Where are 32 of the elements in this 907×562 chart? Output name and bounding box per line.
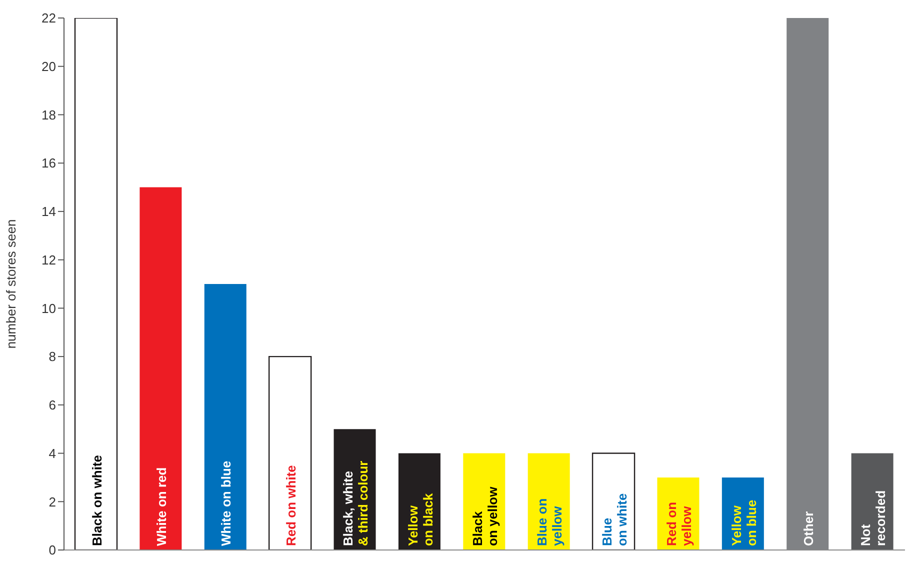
x-tick-label: Other [800,511,816,546]
y-tick-label: 8 [48,349,56,364]
x-tick-label: White on red [154,467,170,546]
x-tick-label: Blue on white [599,493,630,546]
x-tick-label: Not recorded [858,490,888,546]
y-tick-label: 0 [48,542,56,558]
y-tick-label: 10 [42,300,56,316]
x-tick-label: Blue on yellow [534,498,565,546]
x-tick-label: Black on yellow [470,486,500,546]
y-tick-label: 22 [42,10,56,26]
x-tick-label: Black on white [89,454,104,546]
y-tick-label: 18 [42,107,56,122]
bar [592,452,636,550]
x-tick-label: Yellow on black [405,492,436,546]
y-tick-label: 16 [42,156,56,171]
y-tick-label: 12 [42,252,56,268]
x-tick-label: Red on white [283,465,298,546]
bar [204,284,246,550]
bar [140,187,182,550]
x-tick-label: White on blue [218,460,234,546]
x-tick-label: Red on yellow [664,502,694,546]
x-tick-label: Black, white & third colour [340,460,371,546]
y-tick-label: 6 [48,398,56,413]
y-tick-label: 2 [48,494,56,510]
bar [268,356,312,550]
y-tick-label: 14 [42,204,56,220]
x-tick-label: Yellow on blue [728,500,759,546]
bar [851,453,894,550]
y-tick-label: 4 [48,446,56,461]
bar [74,18,118,550]
y-tick-label: 20 [42,58,56,74]
y-axis-title: number of stores seen [4,219,19,349]
